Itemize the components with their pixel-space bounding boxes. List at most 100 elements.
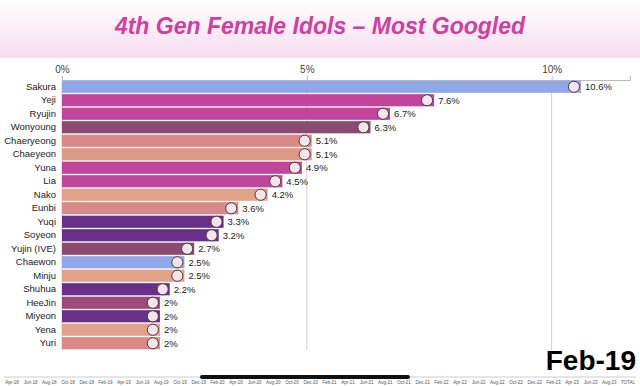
timeline-label[interactable]: Apr-20 [229,380,243,385]
data-label: 4.5% [286,176,308,187]
timeline-label[interactable]: Dec-19 [191,380,206,385]
timeline-label[interactable]: TOTAL [621,380,636,385]
data-label: 2% [164,297,178,308]
tick: Miyeon [25,310,56,321]
data-label: 4.9% [306,162,328,173]
timeline-label[interactable]: Dec-22 [527,380,542,385]
data-label: 7.6% [438,95,460,106]
avatar [421,95,432,106]
tick-label: Shuhua [23,283,56,294]
data-label: 2.5% [188,257,210,268]
bar [62,310,160,322]
bar [62,121,370,133]
data-label: 3.2% [223,230,245,241]
data-label: 2.7% [198,243,220,254]
timeline-label[interactable]: Oct-22 [509,380,523,385]
avatar [568,81,579,92]
timeline-label[interactable]: Aug-23 [602,380,617,385]
timeline-label[interactable]: Oct-20 [285,380,299,385]
timeline-label[interactable]: Oct-18 [61,380,75,385]
tick-label: 5% [300,64,315,75]
tick-label: Yeji [41,94,56,105]
avatar [226,203,237,214]
tick-mark [62,76,63,80]
avatar [157,284,168,295]
tick-label: Lia [43,175,56,186]
tick: Soyeon [24,229,56,240]
tick-label: Wonyoung [11,121,56,132]
timeline-label[interactable]: Aug-19 [154,380,169,385]
timeline-label[interactable]: Apr-19 [117,380,131,385]
timeline-label[interactable]: Jun-21 [360,380,374,385]
timeline-label[interactable]: Apr-21 [341,380,355,385]
bar [62,81,581,93]
timeline-scrubber[interactable] [200,375,410,379]
tick-label: Yuna [34,162,56,173]
tick: Yuqi [38,216,57,227]
tick: Eunbi [32,202,56,213]
data-label: 3.3% [228,216,250,227]
timeline-label[interactable]: Aug-22 [490,380,505,385]
tick: Wonyoung [11,121,56,132]
tick: Chaeryeong [4,135,56,146]
timeline-label[interactable]: Apr-22 [453,380,467,385]
timeline-label[interactable]: Feb-20 [210,380,225,385]
timeline-label[interactable]: Apr-18 [5,380,19,385]
timeline-label[interactable]: Jun-23 [584,380,598,385]
bar [62,162,302,174]
timeline-label[interactable]: Dec-21 [415,380,430,385]
timeline-label[interactable]: Apr-23 [565,380,579,385]
tick: Chaewon [16,256,56,267]
tick-label: Miyeon [25,310,56,321]
data-label: 5.1% [316,135,338,146]
timeline-label[interactable]: Dec-20 [303,380,318,385]
tick-label: Yujin (IVE) [11,243,56,254]
data-label: 6.7% [394,108,416,119]
bar [62,94,434,106]
timeline-label[interactable]: Jun-18 [24,380,38,385]
timeline-label[interactable]: Feb-21 [322,380,337,385]
data-label: 2% [164,311,178,322]
date-label: Feb-19 [546,345,636,376]
bar [62,229,219,241]
bar [62,283,170,295]
timeline-label[interactable]: Feb-22 [434,380,449,385]
timeline-label[interactable]: Aug-18 [42,380,57,385]
timeline-label[interactable]: Feb-23 [546,380,561,385]
tick: 0% [55,64,70,80]
timeline-label[interactable]: Feb-19 [98,380,113,385]
tick: Minju [33,270,56,281]
avatar [358,122,369,133]
timeline-label[interactable]: Jun-20 [248,380,262,385]
timeline-label[interactable]: Dec-18 [79,380,94,385]
avatar [299,135,310,146]
data-label: 5.1% [316,149,338,160]
tick: HeeJin [26,297,56,308]
timeline: Apr-18 Jun-18 Aug-18 Oct-18 Dec-18 Feb-19 Apr-… [5,380,635,385]
timeline-label[interactable]: Oct-19 [173,380,187,385]
timeline-label[interactable]: Jun-22 [472,380,486,385]
data-label: 2.2% [174,284,196,295]
axis-line [63,76,631,81]
timeline-label[interactable]: Aug-21 [378,380,393,385]
tick-label: Soyeon [24,229,56,240]
data-label: 2.5% [188,270,210,281]
data-label: 10.6% [585,81,612,92]
avatar [147,311,158,322]
grid-line [551,80,552,350]
tick-label: Chaeyeon [13,148,56,159]
avatar [377,108,388,119]
bar [62,216,224,228]
timeline-label[interactable]: Jun-19 [136,380,150,385]
y-axis: SakuraYejiRyujinWonyoungChaeryeongChaeye… [4,81,56,349]
avatar [270,176,281,187]
tick: 10% [542,64,562,80]
timeline-label[interactable]: Aug-20 [266,380,281,385]
timeline-label[interactable]: Oct-21 [397,380,411,385]
tick-label: Chaewon [16,256,56,267]
data-label: 4.2% [272,189,294,200]
avatar [299,149,310,160]
bar [62,256,184,268]
tick-label: Yuri [40,337,56,348]
avatar [182,243,193,254]
